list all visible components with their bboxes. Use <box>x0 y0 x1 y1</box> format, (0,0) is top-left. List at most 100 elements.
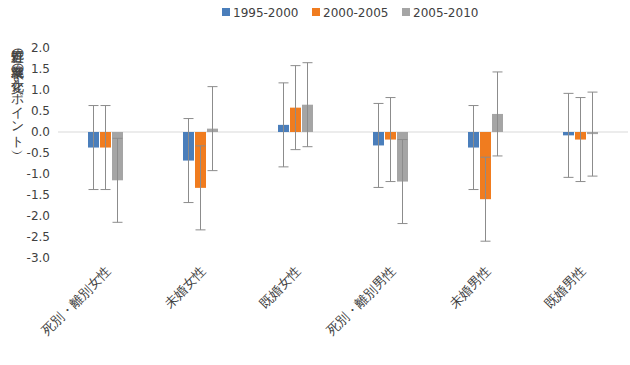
y-tick-label: 1.5 <box>31 62 50 76</box>
error-bar <box>469 106 479 190</box>
x-tick-label: 未婚男性 <box>446 264 493 311</box>
error-line <box>200 146 201 230</box>
plot-marks <box>58 63 628 242</box>
error-line <box>469 105 479 106</box>
y-tick-label: -1.5 <box>27 188 50 202</box>
error-line <box>386 181 396 182</box>
error-bar <box>101 106 111 190</box>
legend-label: 2000-2005 <box>323 6 388 20</box>
error-line <box>184 202 194 203</box>
error-bar <box>184 119 194 203</box>
error-line <box>386 97 396 98</box>
error-line <box>481 157 491 158</box>
error-line <box>303 146 313 147</box>
zero-line <box>58 132 628 133</box>
error-line <box>390 98 391 182</box>
error-line <box>564 177 574 178</box>
x-tick-label: 未婚女性 <box>161 264 208 311</box>
error-line <box>101 189 111 190</box>
error-line <box>303 62 313 63</box>
error-bar <box>113 138 123 222</box>
error-line <box>101 105 111 106</box>
error-line <box>564 93 574 94</box>
error-line <box>291 149 301 150</box>
error-line <box>196 229 206 230</box>
error-line <box>113 138 123 139</box>
error-line <box>105 106 106 190</box>
error-line <box>188 119 189 203</box>
error-line <box>117 138 118 222</box>
error-line <box>378 103 379 187</box>
y-tick-label: -0.5 <box>27 146 50 160</box>
error-line <box>576 181 586 182</box>
error-line <box>184 118 194 119</box>
error-line <box>469 189 479 190</box>
error-bar <box>588 92 598 176</box>
x-tick-label: 死別・離別女性 <box>39 264 114 339</box>
legend-label: 1995-2000 <box>233 6 298 20</box>
error-bar <box>564 93 574 177</box>
y-tick-label: -1.0 <box>27 167 50 181</box>
error-line <box>374 103 384 104</box>
error-line <box>89 105 99 106</box>
error-line <box>402 140 403 224</box>
y-tick-label: 1.0 <box>31 83 50 97</box>
error-line <box>568 93 569 177</box>
error-line <box>374 187 384 188</box>
error-bar <box>89 106 99 190</box>
error-line <box>279 82 289 83</box>
error-line <box>295 66 296 150</box>
y-tick-label: -3.0 <box>27 251 50 265</box>
error-bar <box>279 83 289 167</box>
legend-swatch <box>402 8 410 16</box>
error-line <box>473 106 474 190</box>
legend: 1995-2000 2000-2005 2005-2010 <box>222 6 478 20</box>
error-line <box>576 97 586 98</box>
x-tick-label: 既婚男性 <box>541 264 588 311</box>
error-line <box>291 65 301 66</box>
y-tick-label: -2.5 <box>27 230 50 244</box>
y-tick-label: 0.0 <box>31 125 50 139</box>
error-line <box>196 145 206 146</box>
error-bar <box>493 72 503 156</box>
error-line <box>212 87 213 171</box>
legend-swatch <box>222 8 230 16</box>
error-line <box>89 189 99 190</box>
y-axis-label: 処置群の就業率の変化（%ポイント） <box>11 40 26 154</box>
chart: 2.0 1.5 1.0 0.5 0.0 -0.5 -1.0 -1.5 -2.0 -2.5 -3.0 処… <box>0 0 630 365</box>
x-tick-label: 既婚女性 <box>256 264 303 311</box>
error-bar <box>481 157 491 241</box>
error-line <box>283 83 284 167</box>
error-bar <box>291 66 301 150</box>
error-line <box>497 72 498 156</box>
x-tick-label: 死別・離別男性 <box>324 264 399 339</box>
error-line <box>485 157 486 241</box>
error-line <box>398 223 408 224</box>
error-bar <box>386 98 396 182</box>
error-line <box>592 92 593 176</box>
error-bar <box>576 98 586 182</box>
error-line <box>493 71 503 72</box>
error-bar <box>196 146 206 230</box>
error-line <box>481 241 491 242</box>
error-bar <box>208 87 218 171</box>
error-bar <box>374 103 384 187</box>
legend-label: 2005-2010 <box>413 6 478 20</box>
error-line <box>93 106 94 190</box>
error-line <box>279 166 289 167</box>
error-line <box>307 63 308 147</box>
y-tick-label: 0.5 <box>31 104 50 118</box>
error-line <box>493 155 503 156</box>
error-line <box>113 222 123 223</box>
error-line <box>208 86 218 87</box>
error-line <box>580 98 581 182</box>
error-bar <box>303 63 313 147</box>
y-tick-label: 2.0 <box>31 41 50 55</box>
legend-swatch <box>312 8 320 16</box>
error-line <box>398 139 408 140</box>
error-line <box>208 170 218 171</box>
error-bar <box>398 140 408 224</box>
error-line <box>588 176 598 177</box>
y-tick-label: -2.0 <box>27 209 50 223</box>
error-line <box>588 92 598 93</box>
